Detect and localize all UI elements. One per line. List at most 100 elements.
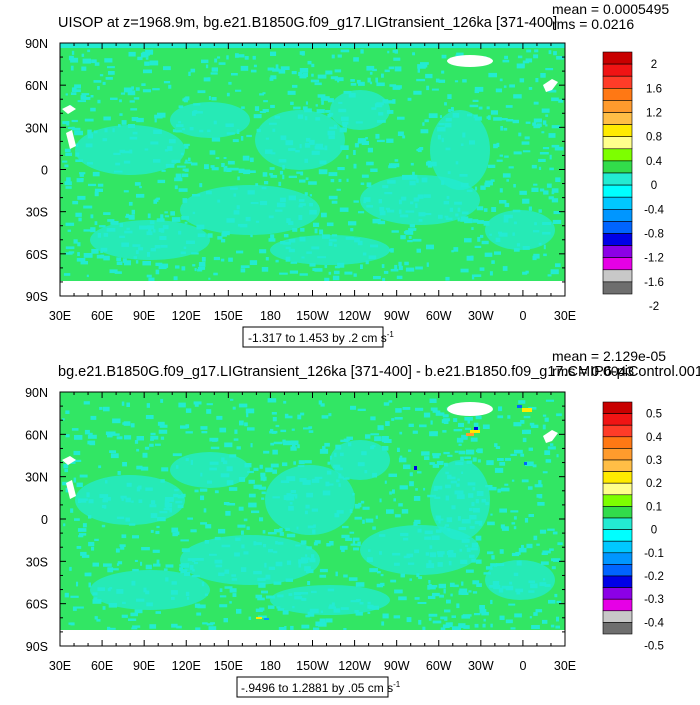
field-speck — [74, 518, 80, 521]
field-speck — [479, 267, 485, 271]
field-speck — [208, 626, 217, 631]
field-speck — [116, 257, 122, 261]
colorbar-swatch — [602, 413, 633, 426]
field-speck — [311, 73, 314, 77]
field-speck — [365, 434, 371, 439]
x-tick-label: 150W — [296, 309, 329, 323]
panel-2-ice-blank-west2 — [66, 480, 76, 499]
field-speck — [551, 198, 559, 203]
field-speck — [437, 134, 441, 140]
field-speck — [221, 239, 226, 243]
field-speck — [236, 129, 240, 134]
field-speck — [533, 535, 538, 541]
field-speck — [328, 606, 336, 609]
field-speck — [261, 497, 265, 500]
field-speck — [223, 502, 230, 505]
field-speck — [539, 529, 547, 534]
field-speck — [416, 573, 420, 578]
field-speck — [471, 558, 476, 563]
field-speck — [505, 585, 514, 591]
anomaly-spot — [517, 405, 522, 408]
field-speck — [97, 99, 101, 104]
field-speck — [226, 167, 232, 172]
field-speck — [354, 610, 359, 614]
field-speck — [533, 124, 541, 129]
anomaly-spot — [414, 466, 417, 470]
field-speck — [135, 87, 140, 91]
field-speck — [311, 246, 320, 250]
field-speck — [394, 264, 398, 269]
field-speck — [399, 431, 403, 435]
field-speck — [365, 137, 368, 140]
field-speck — [328, 239, 337, 242]
field-speck — [358, 81, 365, 86]
field-speck — [552, 219, 562, 224]
field-speck — [193, 401, 202, 405]
field-speck — [311, 150, 320, 155]
field-speck — [136, 486, 141, 492]
field-speck — [209, 461, 219, 465]
field-speck — [226, 503, 236, 506]
field-speck — [65, 93, 68, 96]
field-speck — [62, 160, 68, 163]
field-speck — [527, 486, 533, 490]
field-speck — [478, 106, 483, 110]
x-tick-label: 30E — [554, 309, 576, 323]
field-speck — [314, 228, 318, 234]
field-speck — [503, 85, 507, 88]
field-speck — [372, 472, 377, 478]
field-speck — [86, 492, 90, 498]
field-speck — [247, 427, 255, 431]
field-speck — [445, 484, 451, 489]
field-speck — [319, 160, 327, 165]
field-speck — [398, 265, 403, 271]
field-speck — [103, 406, 110, 412]
field-speck — [508, 603, 516, 606]
field-speck — [181, 152, 184, 156]
field-speck — [129, 149, 133, 154]
field-speck — [146, 231, 153, 236]
anomaly-spot — [264, 618, 269, 620]
field-speck — [307, 611, 315, 617]
field-speck — [324, 145, 328, 151]
field-speck — [168, 139, 176, 144]
field-speck — [161, 169, 166, 172]
field-speck — [428, 560, 432, 565]
field-speck — [475, 559, 482, 564]
field-speck — [318, 169, 328, 175]
field-speck — [324, 442, 330, 447]
field-speck — [245, 408, 255, 414]
field-speck — [442, 414, 449, 418]
field-speck — [126, 213, 130, 217]
colorbar-swatch — [602, 506, 633, 519]
field-speck — [88, 541, 95, 547]
field-speck — [417, 471, 422, 474]
field-speck — [350, 600, 360, 603]
field-speck — [325, 110, 331, 113]
field-speck — [165, 564, 174, 568]
field-speck — [271, 412, 277, 415]
field-speck — [71, 428, 79, 431]
field-speck — [112, 128, 115, 133]
field-speck — [192, 211, 196, 215]
field-speck — [235, 54, 245, 58]
field-speck — [511, 552, 520, 557]
panel-2-rms: rms = 0.0043 — [552, 363, 634, 379]
field-speck — [320, 610, 323, 613]
y-tick-label: 30S — [26, 555, 48, 569]
field-speck — [479, 605, 485, 610]
field-speck — [90, 95, 94, 98]
field-speck — [254, 542, 262, 546]
field-speck — [179, 564, 188, 567]
field-speck — [418, 576, 423, 580]
field-speck — [370, 446, 375, 450]
field-speck — [211, 67, 218, 72]
field-speck — [131, 86, 134, 90]
colorbar-swatch — [602, 51, 633, 65]
field-speck — [194, 562, 198, 565]
field-speck — [429, 462, 435, 465]
field-speck — [367, 77, 371, 83]
field-speck — [353, 537, 360, 541]
field-speck — [65, 186, 72, 189]
x-tick-label: 30W — [468, 309, 494, 323]
